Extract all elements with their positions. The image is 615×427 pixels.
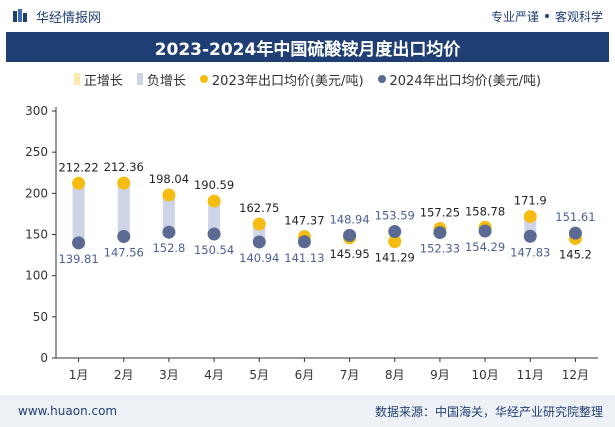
legend-label-negative: 负增长 [146, 73, 186, 89]
data-label-2023: 145.95 [329, 247, 369, 261]
data-label-2023: 212.22 [58, 160, 98, 174]
data-label-2024: 148.94 [329, 212, 369, 226]
data-label-2024: 154.29 [465, 240, 505, 254]
legend-item-2023: 2023年出口均价(美元/吨) [199, 70, 364, 89]
data-label-2024: 152.8 [152, 241, 185, 255]
data-label-2023: 158.78 [465, 204, 505, 218]
data-label-2023: 198.04 [149, 172, 189, 186]
series-2024-dot-icon [377, 75, 386, 83]
tagline-right: 客观科学 [554, 9, 603, 24]
series-2023-dot-icon [199, 75, 208, 83]
x-tick-label: 9月 [430, 368, 450, 382]
point-2024 [568, 226, 582, 240]
x-tick-label: 8月 [385, 368, 405, 382]
point-2023 [523, 209, 537, 223]
brand: 华经情报网 [12, 7, 101, 26]
footer-source: 数据来源：中国海关，华经产业研究院整理 [374, 404, 603, 419]
data-label-2024: 150.54 [194, 243, 234, 257]
data-label-2023: 157.25 [420, 206, 460, 220]
data-label-2023: 162.75 [239, 201, 279, 215]
data-label-2024: 139.81 [58, 252, 98, 266]
point-2024 [252, 235, 266, 249]
data-label-2024: 141.13 [284, 251, 324, 265]
negative-growth-bar [208, 201, 221, 235]
data-label-2023: 171.9 [514, 193, 547, 207]
data-label-2023: 147.37 [284, 214, 324, 228]
x-tick-label: 10月 [471, 368, 498, 382]
point-2024 [207, 227, 221, 241]
data-label-2023: 212.36 [104, 160, 144, 174]
brand-name: 华经情报网 [36, 10, 102, 26]
data-label-2024: 147.83 [510, 245, 550, 259]
x-tick-label: 7月 [340, 368, 360, 382]
chart-marks: 0 50 100 150 200 250 300 1月 2月 3月 4月 5月 6月 7月 8月 9月 10月 1… [25, 104, 598, 382]
footer-site: www.huaon.com [18, 404, 118, 418]
y-tick-label: 100 [25, 269, 48, 283]
x-tick-label: 12月 [562, 368, 589, 382]
point-2023 [252, 217, 266, 231]
legend-label-2023: 2023年出口均价(美元/吨) [211, 73, 364, 89]
point-2023 [72, 176, 86, 190]
point-2023 [162, 188, 176, 202]
point-2024 [162, 225, 176, 239]
point-2024 [478, 224, 492, 238]
y-tick-label: 0 [40, 351, 48, 365]
legend-item-negative: 负增长 [136, 70, 186, 89]
point-2024 [433, 226, 447, 240]
dumbbell-chart: 0 50 100 150 200 250 300 1月 2月 3月 4月 5月 6月 7月 8月 9月 10月 1… [25, 104, 598, 382]
y-tick-label: 50 [33, 310, 48, 324]
y-tick-label: 150 [25, 228, 48, 242]
data-label-2024: 140.94 [239, 251, 279, 265]
x-tick-label: 4月 [204, 368, 224, 382]
data-label-2023: 145.2 [559, 247, 592, 261]
y-tick-label: 250 [25, 145, 48, 159]
data-label-2023: 141.29 [375, 251, 415, 265]
data-label-2024: 153.59 [375, 209, 415, 223]
point-2023 [117, 176, 131, 190]
footer: www.huaon.com 数据来源：中国海关，华经产业研究院整理 [0, 395, 615, 427]
point-2024 [72, 236, 86, 250]
legend-label-positive: 正增长 [83, 73, 123, 89]
tagline: 专业严谨 客观科学 [491, 8, 603, 25]
legend-item-positive: 正增长 [73, 70, 123, 89]
data-label-2024: 151.61 [555, 210, 595, 224]
data-label-2024: 147.56 [104, 246, 144, 260]
chart-legend: 正增长 负增长 2023年出口均价(美元/吨) 2024年出口均价(美元/吨) [0, 68, 615, 90]
separator-dot-icon [544, 14, 549, 18]
x-tick-label: 11月 [517, 368, 544, 382]
negative-growth-bar [117, 183, 130, 237]
brand-logo-icon [13, 9, 27, 22]
point-2024 [388, 225, 402, 239]
x-tick-label: 2月 [114, 368, 134, 382]
chart-title: 2023-2024年中国硫酸铵月度出口均价 [6, 32, 609, 62]
y-tick-label: 200 [25, 186, 48, 200]
data-label-2024: 152.33 [420, 242, 460, 256]
point-2024 [117, 230, 131, 244]
data-label-2023: 190.59 [194, 178, 234, 192]
point-2023 [388, 235, 402, 249]
positive-swatch-icon [73, 73, 80, 85]
top-bar: 华经情报网 专业严谨 客观科学 [0, 0, 615, 32]
x-tick-label: 1月 [69, 368, 89, 382]
point-2024 [343, 228, 357, 242]
y-tick-label: 300 [25, 104, 48, 118]
negative-growth-bar [72, 183, 85, 243]
x-tick-label: 5月 [249, 368, 269, 382]
point-2024 [297, 235, 311, 249]
point-2024 [523, 229, 537, 243]
x-tick-label: 6月 [295, 368, 315, 382]
negative-growth-bar [162, 194, 175, 233]
point-2023 [207, 194, 221, 208]
legend-label-2024: 2024年出口均价(美元/吨) [389, 73, 542, 89]
legend-item-2024: 2024年出口均价(美元/吨) [377, 70, 542, 89]
negative-swatch-icon [136, 73, 143, 85]
tagline-left: 专业严谨 [490, 9, 539, 24]
x-tick-label: 3月 [159, 368, 179, 382]
